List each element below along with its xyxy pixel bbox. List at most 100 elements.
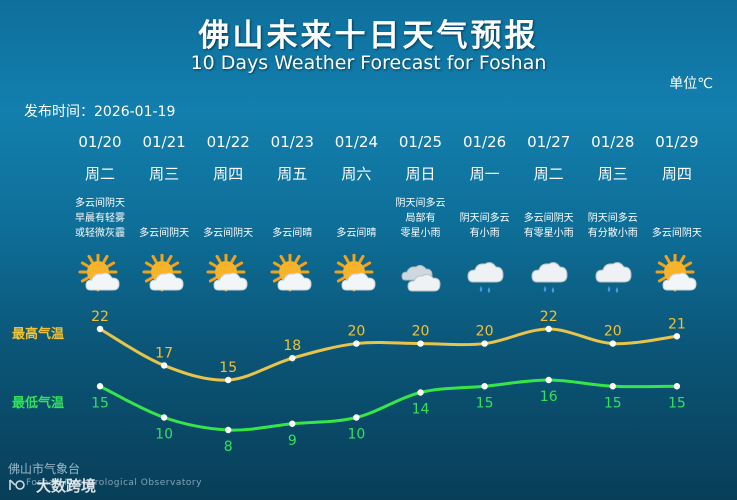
high-temp-label: 最高气温 xyxy=(12,327,65,342)
high-temp-point xyxy=(673,333,681,340)
low-temp-value: 15 xyxy=(476,395,494,411)
weather-description-line: 零星小雨 xyxy=(400,228,441,239)
forecast-weekday: 周三 xyxy=(597,165,628,183)
forecast-weekday: 周四 xyxy=(213,165,244,183)
high-temp-line xyxy=(99,327,678,382)
high-temp-point xyxy=(353,340,360,347)
weather-description-line: 或轻微灰霾 xyxy=(75,228,125,239)
page-title: 佛山未来十日天气预报 xyxy=(198,18,539,54)
weather-description: 多云间晴 xyxy=(319,226,393,241)
sun-cloud-icon xyxy=(78,254,120,292)
forecast-weekday: 周二 xyxy=(533,165,564,183)
forecast-date: 01/24 xyxy=(334,133,378,151)
forecast-weekday: 周三 xyxy=(149,165,180,183)
weather-description: 多云间阴天 xyxy=(640,226,714,241)
weather-description: 阴天间多云 有小雨 xyxy=(448,211,522,241)
high-temp-point xyxy=(481,340,488,347)
watermark-logo-icon xyxy=(9,479,25,490)
high-temp-point xyxy=(225,376,232,384)
sun-cloud-icon xyxy=(655,254,697,292)
weather-description-line: 有小雨 xyxy=(469,228,500,239)
high-temp-value: 20 xyxy=(412,324,430,340)
sun-cloud-icon xyxy=(142,254,184,292)
weather-description-line: 早晨有轻雾 xyxy=(75,213,125,224)
low-temp-value: 14 xyxy=(412,402,430,418)
unit-label: 单位℃ xyxy=(669,76,713,92)
observatory-name: 佛山市气象台 xyxy=(8,462,81,476)
weather-description-line: 阴天间多云 xyxy=(459,213,510,224)
low-temp-value: 10 xyxy=(155,427,173,443)
weather-description-line: 有零星小雨 xyxy=(523,228,574,239)
weather-description-line: 多云间阴天 xyxy=(139,228,190,239)
low-temp-value: 16 xyxy=(540,389,558,405)
low-temp-line xyxy=(99,378,677,432)
high-temp-value: 17 xyxy=(155,345,173,361)
weather-description-line: 多云间阴天 xyxy=(203,228,254,239)
forecast-date: 01/26 xyxy=(462,133,507,151)
forecast-date: 01/29 xyxy=(655,133,699,151)
sun-cloud-icon xyxy=(334,254,376,292)
high-temp-point xyxy=(160,362,168,369)
low-temp-point xyxy=(481,383,488,390)
weather-description-line: 有分散小雨 xyxy=(587,228,638,239)
high-temp-value: 22 xyxy=(540,309,558,325)
weather-description-line: 多云间晴 xyxy=(272,228,313,239)
rain-cloud-icon xyxy=(467,262,504,293)
watermark-text: 大数跨境 xyxy=(36,477,97,495)
low-temp-point xyxy=(289,420,296,427)
low-temp-value: 9 xyxy=(288,433,297,449)
weather-description: 多云间晴 xyxy=(255,226,329,241)
high-temp-point xyxy=(545,325,552,333)
low-temp-point xyxy=(160,414,168,421)
weather-description-line: 多云间阴天 xyxy=(75,198,125,209)
forecast-date: 01/25 xyxy=(398,133,443,151)
low-temp-point xyxy=(673,383,681,390)
low-temp-point xyxy=(417,389,424,396)
low-temp-point xyxy=(225,426,232,434)
forecast-weekday: 周二 xyxy=(84,165,115,183)
high-temp-point xyxy=(96,325,104,333)
sun-cloud-icon xyxy=(270,254,312,292)
low-temp-value: 15 xyxy=(91,395,109,411)
weather-description: 阴天间多云有分散小雨 xyxy=(576,211,650,241)
high-temp-value: 20 xyxy=(347,324,365,340)
weather-description-line: 多云间晴 xyxy=(336,228,377,239)
forecast-date: 01/20 xyxy=(78,133,122,151)
forecast-weekday: 周六 xyxy=(341,165,372,183)
high-temp-value: 21 xyxy=(668,316,686,332)
weather-description: 多云间阴天 xyxy=(191,226,265,241)
low-temp-value: 10 xyxy=(347,427,365,443)
overcast-icon xyxy=(400,264,441,292)
observatory-name-en: Foshan Meteorological Observatory xyxy=(26,478,202,488)
forecast-weekday: 周日 xyxy=(405,165,436,183)
sun-cloud-icon xyxy=(206,254,248,292)
forecast-weekday: 周一 xyxy=(469,165,500,183)
rain-cloud-icon xyxy=(531,262,568,293)
page-subtitle: 10 Days Weather Forecast for Foshan xyxy=(190,52,547,74)
low-temp-value: 8 xyxy=(224,439,233,455)
weather-description-line: 局部有 xyxy=(405,213,436,224)
weather-description-line: 多云间阴天 xyxy=(523,213,574,224)
low-temp-point xyxy=(96,383,104,390)
forecast-date: 01/23 xyxy=(270,133,314,151)
low-temp-value: 15 xyxy=(604,395,622,411)
low-temp-point xyxy=(545,376,552,384)
high-temp-point xyxy=(289,354,296,362)
weather-description-line: 阴天间多云 xyxy=(587,213,638,224)
low-temp-point xyxy=(609,383,616,390)
rain-cloud-icon xyxy=(595,262,632,293)
weather-description: 多云间阴天有零星小雨 xyxy=(512,211,586,241)
high-temp-point xyxy=(417,340,424,347)
publish-time: 发布时间：2026-01-19 xyxy=(24,104,176,120)
weather-description: 阴天间多云 局部有 零星小雨 xyxy=(384,196,458,241)
forecast-weekday: 周四 xyxy=(661,165,692,183)
high-temp-value: 15 xyxy=(219,360,237,376)
low-temp-value: 15 xyxy=(668,395,686,411)
high-temp-point xyxy=(609,340,616,347)
weather-description: 多云间阴天 xyxy=(127,226,201,241)
low-temp-label: 最低气温 xyxy=(12,396,65,411)
high-temp-value: 20 xyxy=(476,324,494,340)
high-temp-value: 20 xyxy=(604,324,622,340)
low-temp-point xyxy=(353,414,360,421)
